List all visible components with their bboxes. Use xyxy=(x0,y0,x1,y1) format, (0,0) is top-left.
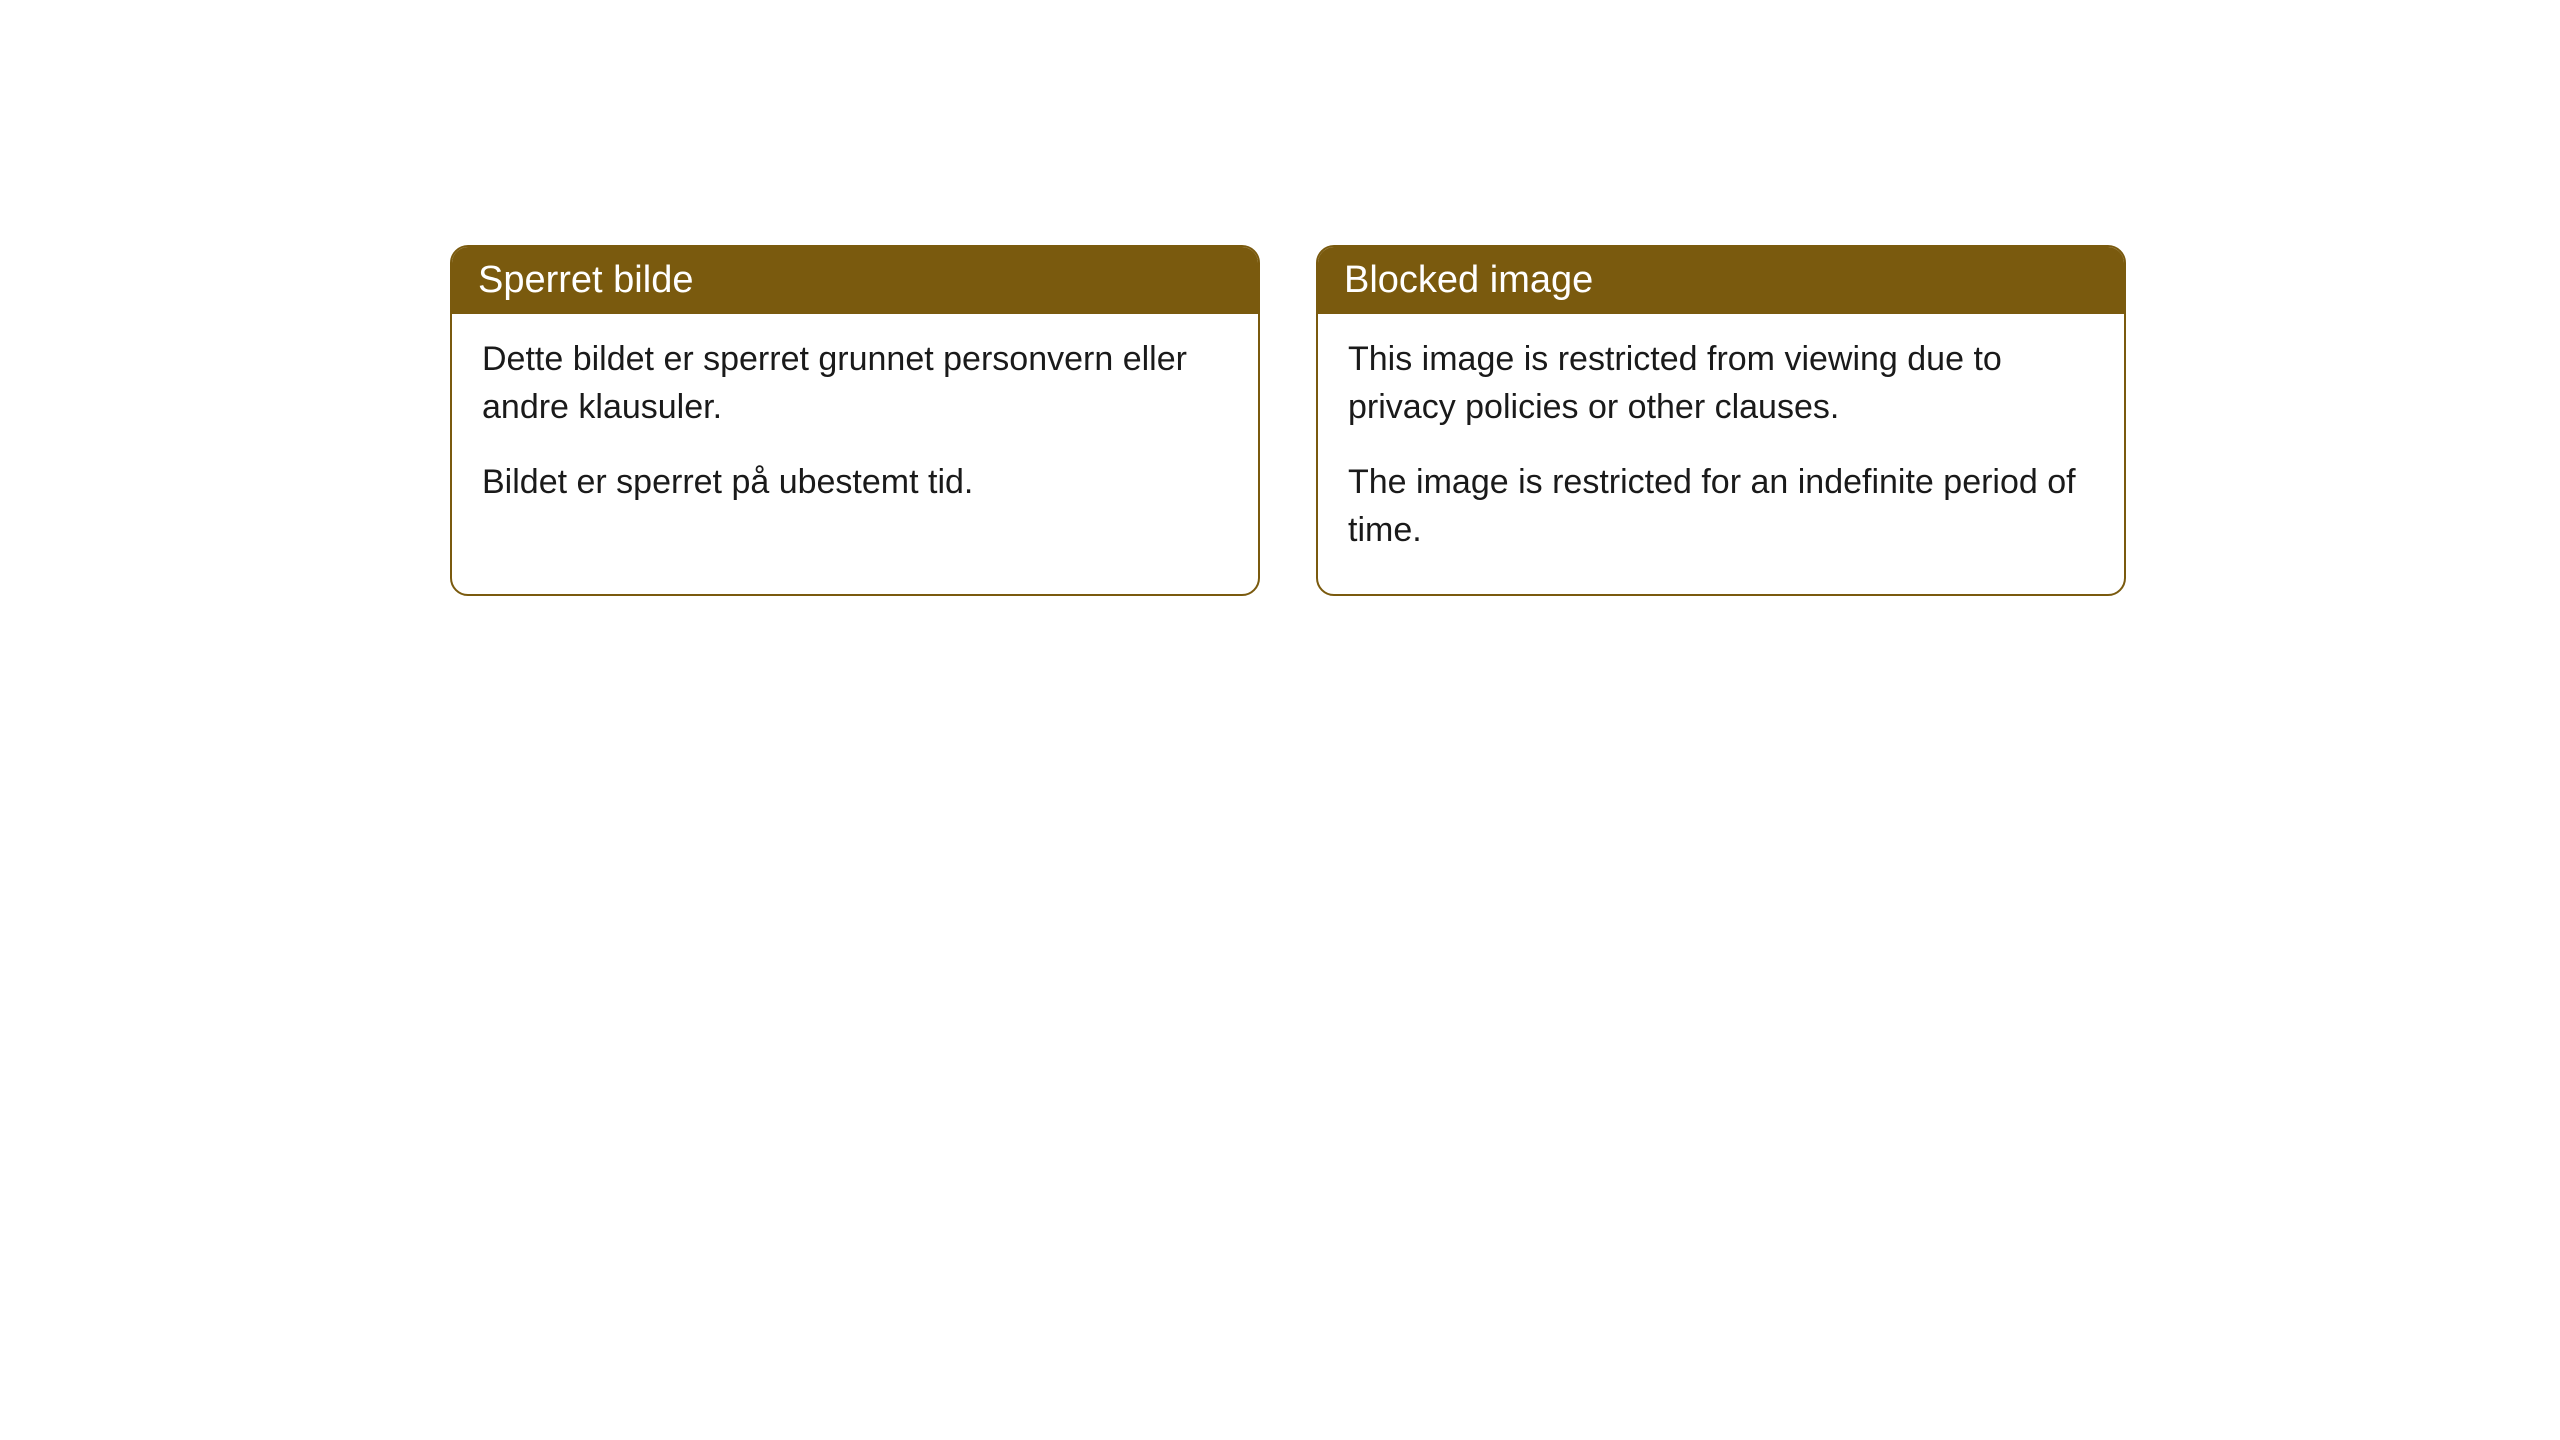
notice-card-english: Blocked image This image is restricted f… xyxy=(1316,245,2126,596)
notice-header-norwegian: Sperret bilde xyxy=(452,247,1258,314)
notice-container: Sperret bilde Dette bildet er sperret gr… xyxy=(450,245,2126,596)
notice-text-line1-norwegian: Dette bildet er sperret grunnet personve… xyxy=(482,336,1228,431)
notice-card-norwegian: Sperret bilde Dette bildet er sperret gr… xyxy=(450,245,1260,596)
notice-text-line2-norwegian: Bildet er sperret på ubestemt tid. xyxy=(482,459,1228,507)
notice-body-english: This image is restricted from viewing du… xyxy=(1318,314,2124,594)
notice-text-line1-english: This image is restricted from viewing du… xyxy=(1348,336,2094,431)
notice-header-english: Blocked image xyxy=(1318,247,2124,314)
notice-text-line2-english: The image is restricted for an indefinit… xyxy=(1348,459,2094,554)
notice-body-norwegian: Dette bildet er sperret grunnet personve… xyxy=(452,314,1258,547)
